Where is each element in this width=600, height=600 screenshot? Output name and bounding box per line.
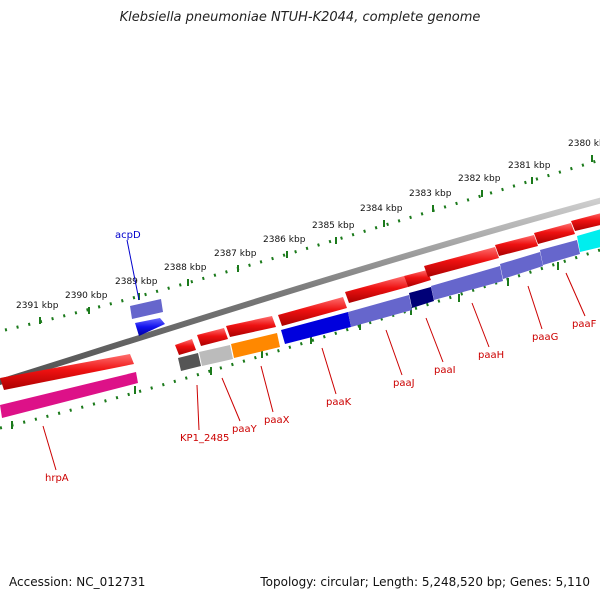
gene-label-hrpa[interactable]: hrpA	[45, 473, 69, 484]
cog-block-paaX	[231, 333, 280, 358]
cog-block-paaI	[409, 287, 434, 308]
cog-block-paaF	[540, 240, 580, 265]
gene-label-acpd[interactable]: acpD	[115, 230, 141, 241]
cog-block-kp1-2485	[178, 353, 201, 371]
leader-line-paag	[527, 285, 543, 330]
ruler-tick-label: 2384 kbp	[360, 204, 403, 214]
ruler-tick-label: 2381 kbp	[508, 161, 551, 171]
ruler-tick-label: 2391 kbp	[16, 301, 59, 311]
cog-block-paaJ	[348, 295, 412, 327]
kbp-ruler: 2380 kbp 2381 kbp 2382 kbp 2383 kbp 2384 kbp…	[0, 139, 600, 430]
leader-line-hrpa	[42, 425, 57, 471]
leader-line-paaf	[565, 272, 586, 317]
cds-arrow-paaF	[534, 223, 575, 244]
leader-line-kp1-2485	[196, 384, 200, 431]
cds-arrow-acpD	[135, 318, 165, 336]
cds-arrow-paaX	[226, 316, 276, 337]
gene-label-paag[interactable]: paaG	[532, 332, 558, 343]
cds-arrow-upstream	[571, 213, 600, 231]
genome-summary-text: Topology: circular; Length: 5,248,520 bp…	[260, 575, 590, 589]
cog-block-paaH	[431, 266, 503, 300]
ruler-tick-label: 2390 kbp	[65, 291, 108, 301]
cds-arrow-paaH	[424, 247, 499, 277]
ruler-tick-label: 2386 kbp	[263, 235, 306, 245]
cog-block-acpD	[130, 299, 163, 319]
leader-line-paaj	[385, 329, 403, 376]
ruler-tick-label: 2380 kbp	[568, 139, 600, 149]
cog-block-paaY	[199, 345, 233, 366]
cds-arrow-paaG	[495, 235, 538, 256]
cog-block-paaK	[281, 312, 351, 344]
cds-arrow-paaJ	[345, 276, 408, 303]
gene-label-paax[interactable]: paaX	[264, 415, 290, 426]
cog-block-paaG	[500, 252, 543, 279]
leader-line-acpd	[126, 239, 140, 301]
leader-line-paay	[221, 377, 241, 422]
cds-arrow-paaK	[278, 297, 347, 326]
leader-line-paai	[425, 317, 444, 363]
ruler-tick-label: 2383 kbp	[409, 189, 452, 199]
ruler-tick-label: 2388 kbp	[164, 263, 207, 273]
ruler-tick-label: 2382 kbp	[458, 174, 501, 184]
gene-label-paak[interactable]: paaK	[326, 397, 352, 408]
leader-line-paah	[471, 302, 490, 348]
accession-text: Accession: NC_012731	[9, 575, 146, 589]
ruler-tick-label: 2389 kbp	[115, 277, 158, 287]
gene-label-paai[interactable]: paaI	[434, 365, 456, 376]
gene-label-paaj[interactable]: paaJ	[393, 378, 415, 389]
cds-arrow-kp1-2485	[175, 339, 196, 355]
map-title: Klebsiella pneumoniae NTUH-K2044, comple…	[119, 10, 481, 25]
ruler-tick-label: 2385 kbp	[312, 221, 355, 231]
forward-strand-cds-track	[135, 318, 165, 336]
gene-label-paaf[interactable]: paaF	[572, 319, 597, 330]
leader-line-paak	[321, 347, 337, 395]
cog-color-track	[0, 229, 600, 418]
cds-arrow-paaY	[197, 328, 228, 346]
cds-arrow-hrpA	[0, 354, 134, 390]
leader-line-paax	[260, 365, 274, 413]
cog-block-upstream	[577, 229, 600, 252]
reverse-strand-cds-track	[0, 213, 600, 390]
cds-arrow-paaI	[404, 270, 431, 287]
gene-label-paah[interactable]: paaH	[478, 350, 504, 361]
ruler-tick-label: 2387 kbp	[214, 249, 257, 259]
cog-block-hrpA	[0, 372, 138, 418]
gene-label-kp1-2485[interactable]: KP1_2485	[180, 433, 229, 444]
gene-label-paay[interactable]: paaY	[232, 424, 258, 435]
genome-backbone	[0, 197, 600, 386]
